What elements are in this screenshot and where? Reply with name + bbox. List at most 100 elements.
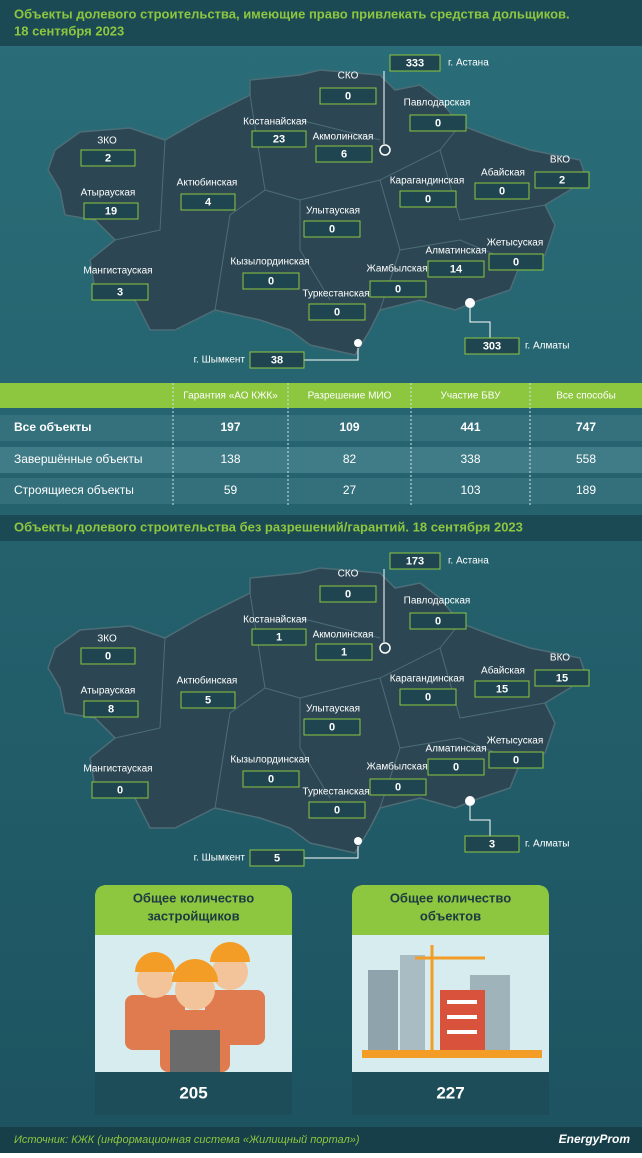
region-name: Павлодарская: [404, 596, 471, 607]
region-name: Актюбинская: [177, 177, 238, 189]
region-border: [114, 139, 166, 241]
region-value: 0: [513, 754, 519, 766]
value-box: [180, 193, 236, 211]
region-value: 3: [117, 286, 123, 298]
value-box: [474, 182, 530, 200]
value-box: [80, 149, 136, 167]
region-value: 303: [483, 340, 501, 352]
workers-icon: [125, 942, 265, 1072]
region-value: 23: [273, 133, 285, 145]
column-header: Гарантия «АО КЖК»: [183, 391, 278, 402]
region-value: 333: [406, 57, 424, 69]
cell: 747: [576, 420, 596, 434]
footer-band: [0, 1127, 642, 1153]
region-value: 0: [395, 283, 401, 295]
card-title: Общее количество: [390, 890, 511, 905]
region-value: 5: [205, 694, 211, 706]
region-name: Мангистауская: [83, 266, 152, 277]
cell: 138: [220, 452, 240, 466]
value-box: [534, 669, 590, 687]
table-row: [0, 447, 642, 473]
card-title: Общее количество: [133, 890, 254, 905]
title: Объекты долевого строительства, имеющие …: [14, 6, 570, 21]
source: Источник: КЖК (информационная система «Ж…: [14, 1134, 360, 1146]
cell: 109: [339, 420, 359, 434]
value-box: [427, 260, 485, 278]
table-row: [0, 478, 642, 504]
region-name: г. Алматы: [525, 341, 569, 352]
region-name: Жамбылская: [367, 263, 428, 275]
region-name: Акмолинская: [313, 132, 374, 143]
region-value: 0: [425, 691, 431, 703]
value-box: [315, 145, 373, 163]
region-value: 1: [276, 631, 282, 643]
region-border: [264, 687, 331, 799]
value-box: [464, 337, 520, 355]
value-box: [249, 351, 305, 369]
column-header: Разрешение МИО: [308, 391, 392, 402]
card-value: 227: [436, 1083, 464, 1102]
region-name: Алматинская: [426, 744, 487, 755]
region-value: 0: [329, 721, 335, 733]
region-value: 0: [345, 90, 351, 102]
region-name: Костанайская: [243, 615, 307, 626]
region-name: Жетысуская: [487, 238, 544, 249]
cell: 27: [343, 483, 357, 497]
region-value: 0: [329, 223, 335, 235]
value-box: [242, 272, 300, 290]
value-box: [389, 54, 441, 72]
region-name: Атырауская: [81, 686, 136, 697]
region-name: Туркестанская: [302, 289, 369, 300]
value-box: [83, 202, 139, 220]
value-box: [488, 253, 544, 271]
card-title: застройщиков: [147, 908, 239, 923]
value-box: [319, 87, 377, 105]
region-value: 0: [345, 588, 351, 600]
map: 333 г. Астана0СКО0Павлодарская23Костанайс…: [47, 54, 590, 369]
region-value: 0: [435, 615, 441, 627]
region-name: Кызылординская: [230, 755, 309, 766]
region-name: Улытауская: [306, 704, 360, 715]
region-name: Карагандинская: [390, 176, 465, 187]
cell: 558: [576, 452, 596, 466]
card: [352, 885, 549, 1115]
value-box: [319, 585, 377, 603]
region-name: Жетысуская: [487, 736, 544, 747]
city-dot: [354, 837, 362, 845]
region-value: 0: [334, 306, 340, 318]
value-box: [303, 718, 361, 736]
city-dot: [465, 298, 475, 308]
value-box: [242, 770, 300, 788]
value-box: [389, 552, 441, 570]
region-value: 5: [274, 852, 280, 864]
region-name: ЗКО: [97, 136, 117, 147]
value-box: [534, 171, 590, 189]
region-name: Мангистауская: [83, 764, 152, 775]
region-name: ВКО: [550, 653, 570, 664]
region-name: Туркестанская: [302, 787, 369, 798]
row-label: Завершённые объекты: [14, 452, 143, 466]
region-value: 19: [105, 205, 117, 217]
region-name: Абайская: [481, 167, 525, 179]
region-value: 1: [341, 646, 347, 658]
region-value: 0: [513, 256, 519, 268]
connector: [469, 308, 491, 338]
value-box: [249, 849, 305, 867]
region-value: 0: [395, 781, 401, 793]
region-name: Кызылординская: [230, 257, 309, 268]
region-value: 14: [450, 263, 463, 275]
value-box: [409, 612, 467, 630]
value-box: [251, 130, 307, 148]
city-dot: [465, 796, 475, 806]
region-value: 2: [105, 152, 111, 164]
value-box: [91, 283, 149, 301]
card-title: объектов: [420, 908, 481, 923]
region-value: 0: [425, 193, 431, 205]
header-band: [0, 0, 642, 46]
value-box: [308, 303, 366, 321]
cell: 338: [460, 452, 480, 466]
cell: 103: [460, 483, 480, 497]
region-name: ВКО: [550, 155, 570, 166]
